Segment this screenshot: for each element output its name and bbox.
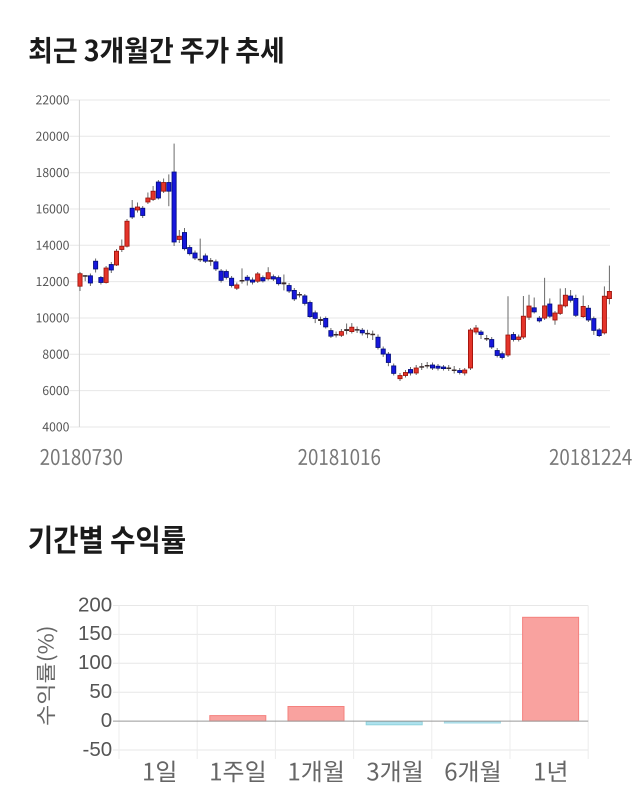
svg-text:0: 0 xyxy=(101,709,112,732)
svg-text:100: 100 xyxy=(78,651,112,674)
svg-text:150: 150 xyxy=(78,622,112,645)
svg-text:50: 50 xyxy=(89,680,112,703)
svg-text:-50: -50 xyxy=(83,738,113,761)
svg-text:200: 200 xyxy=(78,593,112,616)
